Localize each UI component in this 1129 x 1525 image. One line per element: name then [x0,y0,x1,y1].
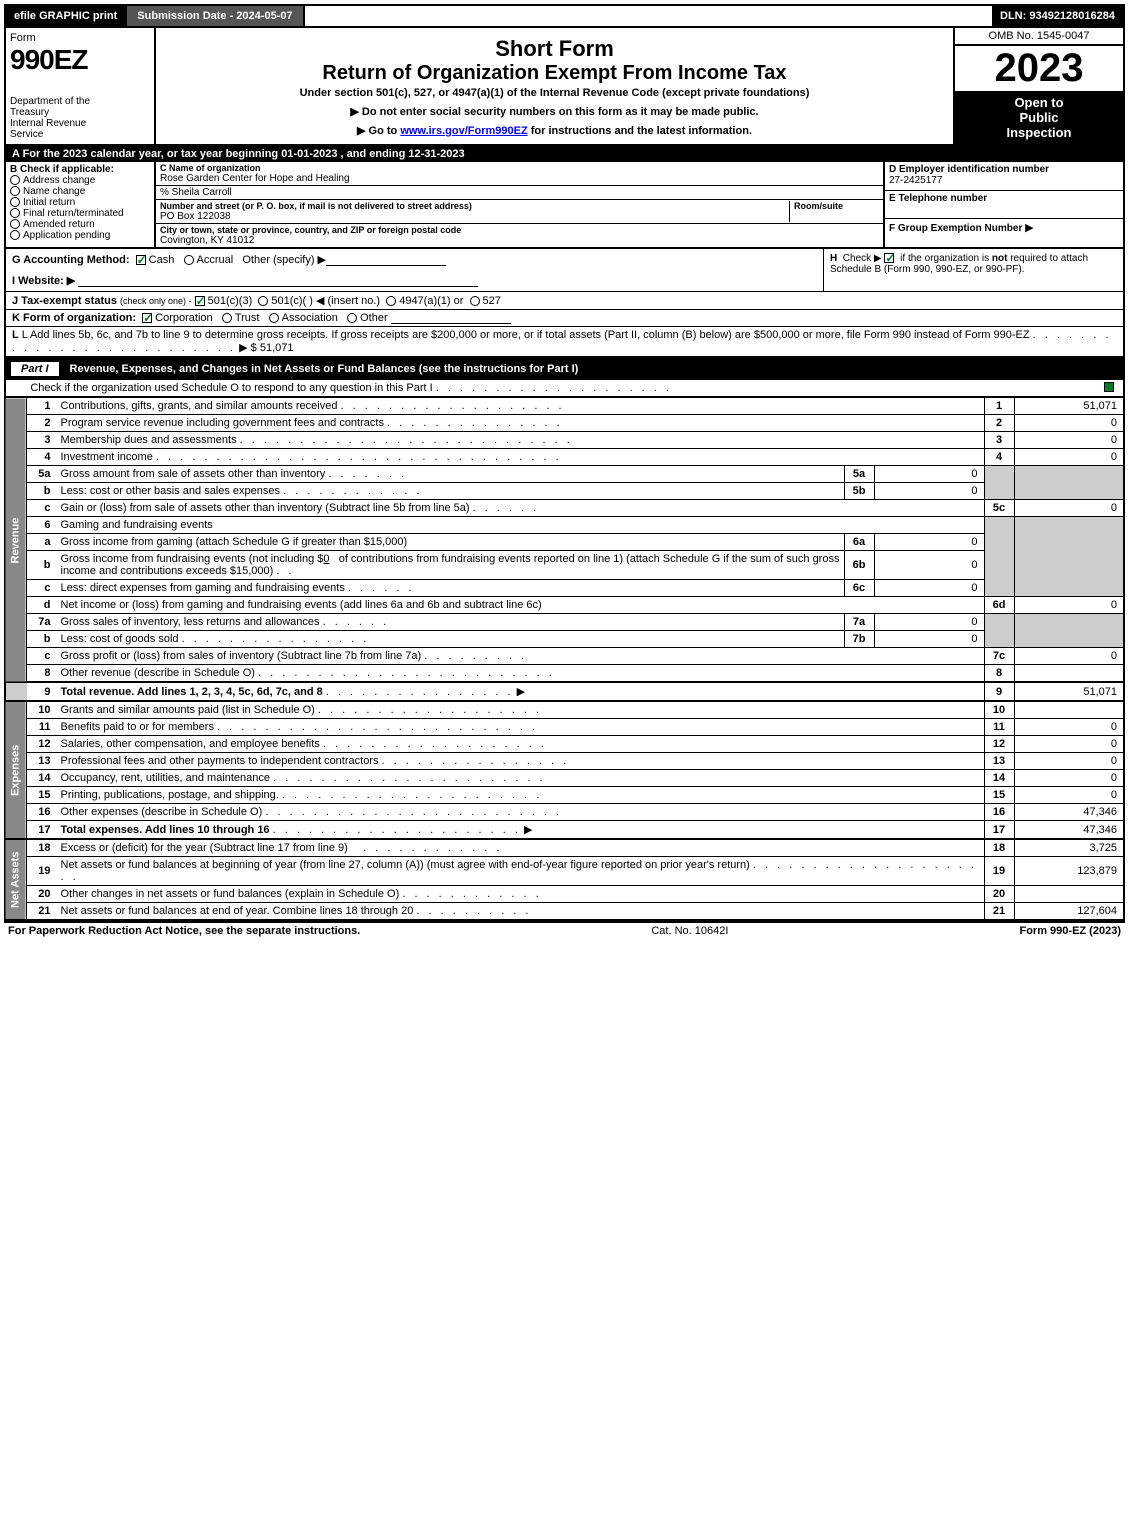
c-name-label: C Name of organization [160,163,879,173]
instr2-post: for instructions and the latest informat… [528,125,752,137]
part-i-checkline: Check if the organization used Schedule … [4,380,1125,397]
efile-label: efile GRAPHIC print [6,6,125,26]
g-other-field[interactable] [326,254,446,266]
row-a-taxyear: A For the 2023 calendar year, or tax yea… [4,146,1125,162]
tel-label: E Telephone number [889,193,1119,204]
part-i-badge: Part I [10,361,60,377]
city-label: City or town, state or province, country… [160,225,879,235]
l9-text: Total revenue. Add lines 1, 2, 3, 4, 5c,… [61,686,323,698]
g-label: G Accounting Method: [12,254,130,266]
return-title: Return of Organization Exempt From Incom… [164,62,945,85]
chk-schedule-o[interactable] [1104,382,1114,392]
header: Form 990EZ Department of theTreasuryInte… [4,28,1125,146]
instr-goto: ▶ Go to www.irs.gov/Form990EZ for instru… [164,124,945,137]
row-l: L L Add lines 5b, 6c, and 7b to line 9 t… [4,327,1125,358]
vtab-revenue: Revenue [5,398,27,683]
l-text: L Add lines 5b, 6c, and 7b to line 9 to … [22,329,1030,341]
footer: For Paperwork Reduction Act Notice, see … [4,921,1125,939]
part-i-title: Revenue, Expenses, and Changes in Net As… [70,363,579,375]
chk-501c3[interactable] [195,296,205,306]
header-left: Form 990EZ Department of theTreasuryInte… [6,28,156,144]
street-label: Number and street (or P. O. box, if mail… [160,201,789,211]
chk-corp[interactable] [142,313,152,323]
chk-cash[interactable] [136,255,146,265]
row-h: H Check ▶ if the organization is not req… [823,249,1123,291]
short-form-title: Short Form [164,36,945,62]
k-label: K Form of organization: [12,312,136,324]
website-field[interactable] [78,275,478,287]
omb-number: OMB No. 1545-0047 [955,28,1123,46]
row-gh: G Accounting Method: Cash Accrual Other … [4,249,1125,292]
care-of: % Sheila Carroll [160,187,879,198]
footer-left: For Paperwork Reduction Act Notice, see … [8,925,360,937]
vtab-netassets: Net Assets [5,839,27,920]
dln-label: DLN: 93492128016284 [992,6,1123,26]
city: Covington, KY 41012 [160,235,879,246]
instr-no-ssn: ▶ Do not enter social security numbers o… [164,105,945,118]
footer-right: Form 990-EZ (2023) [1019,925,1121,937]
ein-label: D Employer identification number [889,164,1119,175]
chk-other-org[interactable] [347,313,357,323]
main-table: Revenue 1 Contributions, gifts, grants, … [4,397,1125,921]
col-def: D Employer identification number 27-2425… [883,162,1123,247]
tax-year: 2023 [955,46,1123,91]
submission-date-btn[interactable]: Submission Date - 2024-05-07 [125,6,304,26]
chk-trust[interactable] [222,313,232,323]
chk-amended-return[interactable]: Amended return [10,219,150,230]
amt-1: 51,071 [1014,398,1124,415]
chk-accrual[interactable] [184,255,194,265]
form-number: 990EZ [10,44,150,76]
instr2-pre: ▶ Go to [357,125,400,137]
col-c: C Name of organization Rose Garden Cente… [156,162,883,247]
topbar-spacer [305,6,992,26]
footer-mid: Cat. No. 10642I [651,925,728,937]
chk-4947[interactable] [386,296,396,306]
topbar: efile GRAPHIC print Submission Date - 20… [4,4,1125,28]
chk-initial-return[interactable]: Initial return [10,197,150,208]
row-j: J Tax-exempt status (check only one) - 5… [4,292,1125,310]
chk-schedule-b[interactable] [884,253,894,263]
subtitle: Under section 501(c), 527, or 4947(a)(1)… [164,87,945,99]
header-mid: Short Form Return of Organization Exempt… [156,28,953,144]
irs-link[interactable]: www.irs.gov/Form990EZ [400,125,527,137]
open1: Open to [1014,95,1063,110]
org-name: Rose Garden Center for Hope and Healing [160,173,879,184]
chk-501c[interactable] [258,296,268,306]
group-label: F Group Exemption Number [889,223,1022,234]
l-amount: ▶ $ 51,071 [239,342,293,354]
k-other-field[interactable] [391,312,511,324]
j-label: J Tax-exempt status [12,295,117,307]
group-arrow: ▶ [1025,222,1033,234]
room-label: Room/suite [794,201,879,211]
chk-final-return[interactable]: Final return/terminated [10,208,150,219]
section-bcdef: B Check if applicable: Address change Na… [4,162,1125,249]
chk-address-change[interactable]: Address change [10,175,150,186]
header-right: OMB No. 1545-0047 2023 Open to Public In… [953,28,1123,144]
col-b: B Check if applicable: Address change Na… [6,162,156,247]
form-word: Form [10,32,150,44]
chk-application-pending[interactable]: Application pending [10,230,150,241]
ein-value: 27-2425177 [889,175,1119,186]
street: PO Box 122038 [160,211,789,222]
open-public-badge: Open to Public Inspection [955,91,1123,144]
i-label: I Website: ▶ [12,275,75,287]
open3: Inspection [1006,125,1071,140]
vtab-expenses: Expenses [5,701,27,839]
open2: Public [1019,110,1058,125]
chk-527[interactable] [470,296,480,306]
row-g: G Accounting Method: Cash Accrual Other … [6,249,823,291]
chk-name-change[interactable]: Name change [10,186,150,197]
chk-assoc[interactable] [269,313,279,323]
col-b-title: B Check if applicable: [10,164,150,175]
dept-label: Department of theTreasuryInternal Revenu… [10,96,150,140]
g-other: Other (specify) ▶ [242,254,326,266]
part-i-header: Part I Revenue, Expenses, and Changes in… [4,358,1125,380]
row-k: K Form of organization: Corporation Trus… [4,310,1125,327]
